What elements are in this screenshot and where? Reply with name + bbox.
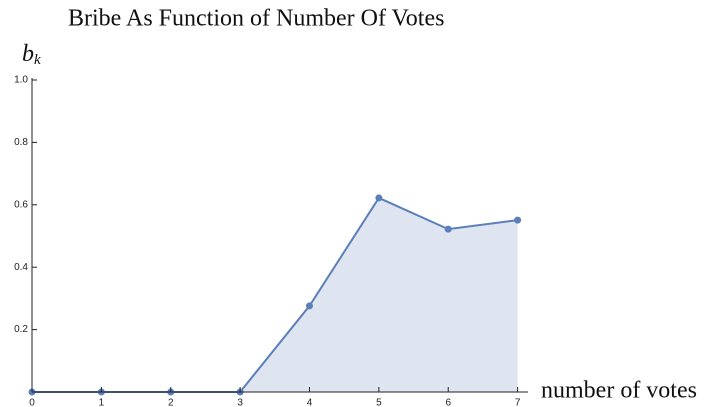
point xyxy=(514,216,522,224)
y-axis-label-base: b xyxy=(22,41,34,67)
y-tick-label: 0.2 xyxy=(14,324,28,335)
y-tick-label: 0.8 xyxy=(14,137,28,148)
x-tick-label: 2 xyxy=(168,398,174,407)
point xyxy=(305,302,313,310)
x-axis-label: number of votes xyxy=(541,378,697,404)
x-tick-label: 0 xyxy=(29,398,35,407)
y-tick-label: 0.4 xyxy=(14,262,28,273)
x-tick-label: 6 xyxy=(445,398,451,407)
x-tick-label: 7 xyxy=(515,398,521,407)
x-tick-label: 5 xyxy=(376,398,382,407)
area xyxy=(32,197,518,392)
y-tick-label: 1.0 xyxy=(14,75,28,86)
chart-title: Bribe As Function of Number Of Votes xyxy=(68,6,444,32)
point xyxy=(375,194,383,202)
x-tick-label: 1 xyxy=(99,398,105,407)
point xyxy=(444,225,452,233)
y-tick-label: 0.6 xyxy=(14,199,28,210)
y-axis-label-sub: k xyxy=(34,52,41,68)
x-tick-label: 4 xyxy=(307,398,313,407)
x-tick-label: 3 xyxy=(237,398,243,407)
y-axis-label: bk xyxy=(22,41,41,69)
